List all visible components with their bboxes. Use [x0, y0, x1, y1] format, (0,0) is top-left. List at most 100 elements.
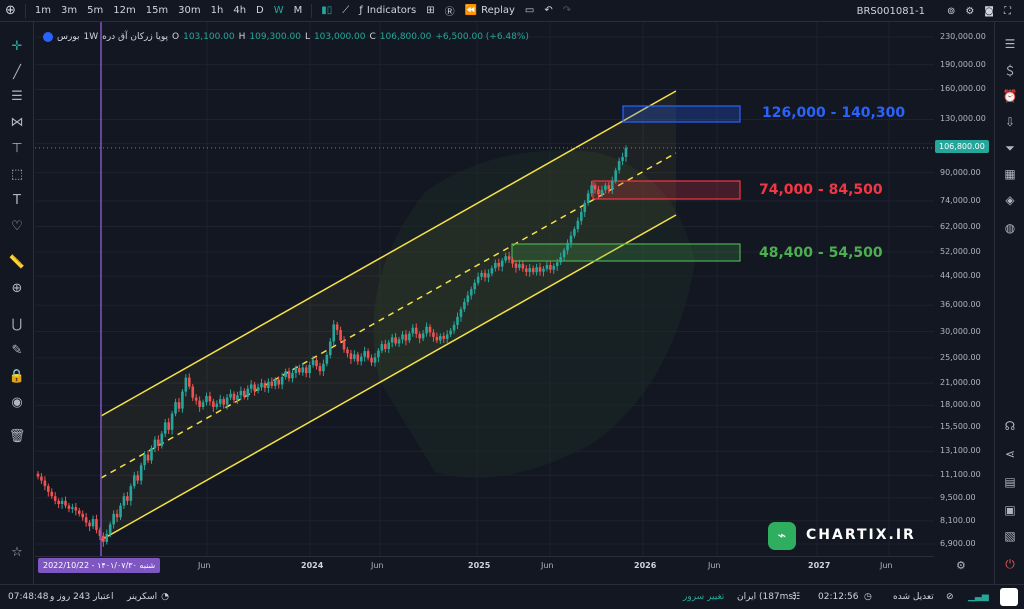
- interval-30m[interactable]: 30m: [178, 5, 201, 16]
- interval-15m[interactable]: 15m: [145, 5, 169, 16]
- candle-down: [95, 519, 98, 531]
- fullscreen-rect-icon[interactable]: ▭: [524, 5, 535, 16]
- chart-pane[interactable]: [35, 22, 934, 574]
- user-avatar[interactable]: [1000, 585, 1018, 609]
- interval-4h[interactable]: 4h: [233, 5, 247, 16]
- interval-1h[interactable]: 1h: [210, 5, 224, 16]
- zoom-icon[interactable]: ⊕: [11, 280, 23, 296]
- price-axis[interactable]: 230,000.00 190,000.00 160,000.00 130,000.00…: [934, 22, 994, 574]
- interval-m[interactable]: M: [293, 5, 303, 16]
- candle-up: [579, 212, 583, 221]
- globe-icon[interactable]: ◍: [1004, 221, 1016, 235]
- time-tick-label: Jun: [198, 561, 211, 570]
- layers-icon[interactable]: ◈: [1005, 193, 1015, 207]
- crosshair-icon[interactable]: ✛: [11, 38, 23, 54]
- share-icon[interactable]: ⋖: [1004, 447, 1016, 461]
- camera-icon[interactable]: ◙: [984, 5, 994, 17]
- watchlist-icon[interactable]: ☰: [1004, 37, 1016, 51]
- screener-button[interactable]: اسکرینر ◔: [127, 585, 169, 609]
- ruler-icon[interactable]: 📏: [8, 254, 26, 270]
- layouts-icon[interactable]: ⊞: [426, 5, 435, 16]
- symbol-name[interactable]: BRS001081-1: [856, 5, 925, 17]
- price-tick-label: 230,000.00: [940, 32, 986, 41]
- legend-close-label: C: [369, 32, 376, 42]
- indicators-button[interactable]: ƒ Indicators: [354, 0, 421, 22]
- redo-icon[interactable]: ↷: [562, 5, 572, 16]
- favorite-icon[interactable]: ♡: [11, 218, 23, 234]
- replay-button[interactable]: ⏪ Replay: [460, 0, 520, 22]
- candle-up: [170, 413, 174, 430]
- candle-up: [153, 439, 157, 449]
- fullscreen-icon[interactable]: ⛶: [1004, 5, 1011, 17]
- candle-down: [593, 185, 597, 190]
- support-icon[interactable]: ☊: [1004, 419, 1016, 433]
- axis-settings-icon[interactable]: ⚙: [956, 559, 966, 572]
- power-icon[interactable]: ⏻: [1005, 556, 1015, 571]
- candles-icon[interactable]: ▮▯: [321, 5, 333, 16]
- horizontal-lines-icon[interactable]: ☰: [11, 88, 23, 104]
- news-icon[interactable]: ▤: [1004, 475, 1016, 489]
- shapes-icon[interactable]: ⬚: [10, 166, 24, 182]
- undo-icon[interactable]: ↶: [544, 5, 553, 16]
- current-price-tag: 106,800.00: [935, 140, 989, 153]
- candle-down: [77, 510, 81, 514]
- interval-1m[interactable]: 1m: [34, 5, 52, 16]
- trend-line-icon[interactable]: ╱: [13, 64, 21, 80]
- interval-12m[interactable]: 12m: [113, 5, 136, 16]
- time-axis[interactable]: Jun 2024 Jun 2025 Jun 2026 Jun 2027 Jun: [35, 556, 934, 574]
- interval-w[interactable]: W: [273, 5, 284, 16]
- add-symbol-icon[interactable]: ⊕: [5, 3, 16, 18]
- candle-up: [573, 229, 576, 236]
- pencil-lock-icon[interactable]: ✎: [11, 342, 23, 358]
- interval-3m[interactable]: 3m: [61, 5, 78, 16]
- candle-up: [267, 381, 270, 388]
- candle-down: [98, 530, 102, 536]
- candle-up: [459, 309, 463, 317]
- dollar-icon[interactable]: ＄: [1003, 63, 1016, 78]
- chat-icon[interactable]: ▣: [1004, 503, 1016, 517]
- pattern-icon[interactable]: ⋈: [10, 114, 24, 130]
- candle-up: [494, 262, 497, 269]
- candle-up: [604, 185, 607, 191]
- candle-up: [545, 265, 549, 269]
- candle-up: [215, 403, 219, 407]
- candle-down: [497, 262, 501, 267]
- star-icon[interactable]: ☆: [11, 544, 23, 560]
- magnet-icon[interactable]: ⋃: [11, 316, 23, 332]
- price-chart[interactable]: [35, 22, 934, 556]
- filter-icon[interactable]: ⏷: [1005, 140, 1015, 155]
- candle-up: [542, 268, 545, 272]
- settings-icon[interactable]: ⚙: [965, 5, 975, 17]
- candle-up: [500, 260, 504, 267]
- interval-5m[interactable]: 5m: [87, 5, 104, 16]
- change-server-button[interactable]: تغییر سرور: [683, 592, 725, 602]
- candle-up: [239, 390, 243, 396]
- adjusted-toggle[interactable]: تعدیل شده: [893, 592, 934, 602]
- interval-d[interactable]: D: [256, 5, 264, 16]
- report-icon[interactable]: ▧: [1004, 529, 1016, 543]
- candle-up: [119, 505, 122, 518]
- candle-down: [177, 402, 181, 409]
- download-icon[interactable]: ⇩: [1004, 115, 1016, 129]
- candle-up: [112, 513, 115, 525]
- r-icon[interactable]: Ⓡ: [444, 7, 455, 18]
- screener-label: اسکرینر: [127, 592, 158, 602]
- candle-up: [552, 265, 556, 270]
- compare-icon[interactable]: ⟋: [342, 5, 350, 16]
- legend-open-label: O: [172, 32, 180, 42]
- alert-icon[interactable]: ⊚: [946, 5, 956, 17]
- right-toolbar: ☰ ＄ ⏰ ⇩ ⏷ ▦ ◈ ◍ ☊ ⋖ ▤ ▣ ▧ ⏻: [994, 22, 1024, 584]
- candle-down: [435, 336, 439, 341]
- candle-up: [469, 289, 473, 296]
- candle-down: [43, 480, 47, 487]
- candle-down: [208, 396, 212, 402]
- price-tick-label: 52,000.00: [940, 246, 981, 256]
- trash-icon[interactable]: 🗑: [8, 428, 26, 444]
- eye-icon[interactable]: ◉: [11, 394, 23, 410]
- calendar-icon[interactable]: ▦: [1004, 167, 1016, 181]
- text-icon[interactable]: T: [13, 192, 21, 208]
- fib-icon[interactable]: ⊤: [11, 140, 23, 156]
- chartix-logo-icon: ⌁: [768, 522, 796, 550]
- alarm-icon[interactable]: ⏰: [1002, 89, 1018, 103]
- lock-icon[interactable]: 🔒: [8, 368, 26, 384]
